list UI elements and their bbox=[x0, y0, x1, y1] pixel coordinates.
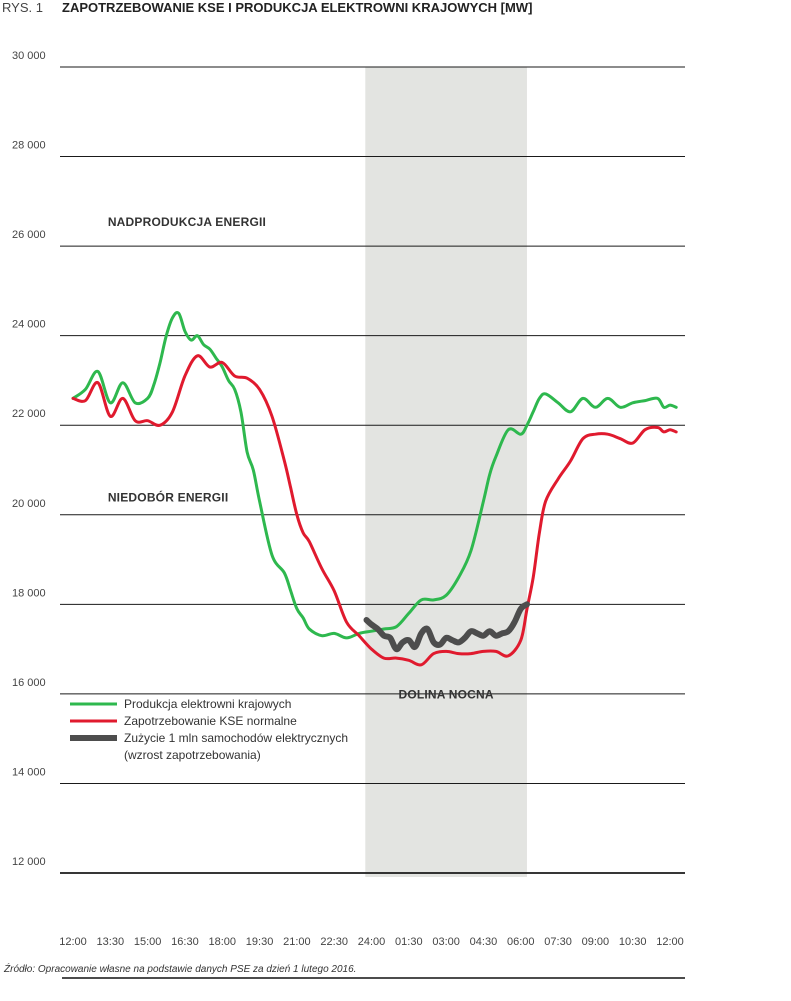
y-tick-label: 28 000 bbox=[12, 140, 46, 152]
gridlines bbox=[60, 66, 685, 874]
y-tick-label: 24 000 bbox=[12, 319, 46, 331]
annotations: NADPRODUKCJA ENERGII NIEDOBÓR ENERGII DOLI… bbox=[108, 215, 494, 701]
x-tick-label: 15:00 bbox=[134, 936, 162, 948]
legend: Produkcja elektrowni krajowych Zapotrzebo… bbox=[70, 697, 348, 762]
x-tick-label: 22:30 bbox=[320, 936, 348, 948]
x-tick-label: 19:30 bbox=[246, 936, 274, 948]
x-tick-label: 06:00 bbox=[507, 936, 535, 948]
y-tick-label: 30 000 bbox=[12, 50, 46, 62]
legend-item-demand-label: Zapotrzebowanie KSE normalne bbox=[124, 714, 297, 728]
x-tick-label: 12:00 bbox=[59, 936, 87, 948]
x-tick-label: 09:00 bbox=[582, 936, 610, 948]
x-tick-label: 04:30 bbox=[470, 936, 498, 948]
x-tick-label: 03:00 bbox=[432, 936, 460, 948]
x-tick-label: 01:30 bbox=[395, 936, 423, 948]
region-annotation: NIEDOBÓR ENERGII bbox=[108, 489, 229, 504]
x-tick-label: 13:30 bbox=[97, 936, 125, 948]
x-tick-label: 16:30 bbox=[171, 936, 199, 948]
legend-item-ev-label: Zużycie 1 mln samochodów elektrycznych bbox=[124, 731, 348, 745]
night-valley-shade-layer bbox=[365, 67, 527, 877]
legend-item-ev-label: (wzrost zapotrzebowania) bbox=[124, 748, 261, 762]
y-tick-label: 22 000 bbox=[12, 408, 46, 420]
y-tick-label: 18 000 bbox=[12, 587, 46, 599]
night-valley-label: DOLINA NOCNA bbox=[398, 687, 493, 701]
y-tick-label: 26 000 bbox=[12, 229, 46, 241]
x-tick-label: 18:00 bbox=[208, 936, 236, 948]
y-axis-tick-labels: 30 000 28 000 26 000 24 000 22 000 20 000 18 0… bbox=[12, 50, 46, 868]
region-annotation: NADPRODUKCJA ENERGII bbox=[108, 215, 266, 229]
night-valley-band bbox=[365, 67, 527, 877]
x-tick-label: 21:00 bbox=[283, 936, 311, 948]
production-series-line bbox=[71, 311, 678, 640]
x-tick-label: 07:30 bbox=[544, 936, 572, 948]
ev-consumption-series-line bbox=[363, 601, 530, 653]
demand-series-line bbox=[71, 354, 678, 667]
source-note: Źródło: Opracowanie własne na podstawie … bbox=[3, 962, 356, 975]
figure-label: RYS. 1 bbox=[2, 0, 43, 15]
x-tick-label: 12:00 bbox=[656, 936, 684, 948]
x-tick-label: 10:30 bbox=[619, 936, 647, 948]
y-tick-label: 20 000 bbox=[12, 498, 46, 510]
y-tick-label: 12 000 bbox=[12, 856, 46, 868]
y-tick-label: 14 000 bbox=[12, 766, 46, 778]
series-lines bbox=[71, 311, 678, 667]
chart-title: ZAPOTRZEBOWANIE KSE I PRODUKCJA ELEKTROW… bbox=[62, 0, 532, 15]
x-axis-tick-labels: 12:00 13:30 15:00 16:30 18:00 19:30 21:00 22:30… bbox=[59, 936, 684, 948]
y-tick-label: 16 000 bbox=[12, 677, 46, 689]
legend-item-production-label: Produkcja elektrowni krajowych bbox=[124, 697, 291, 711]
x-tick-label: 24:00 bbox=[358, 936, 386, 948]
